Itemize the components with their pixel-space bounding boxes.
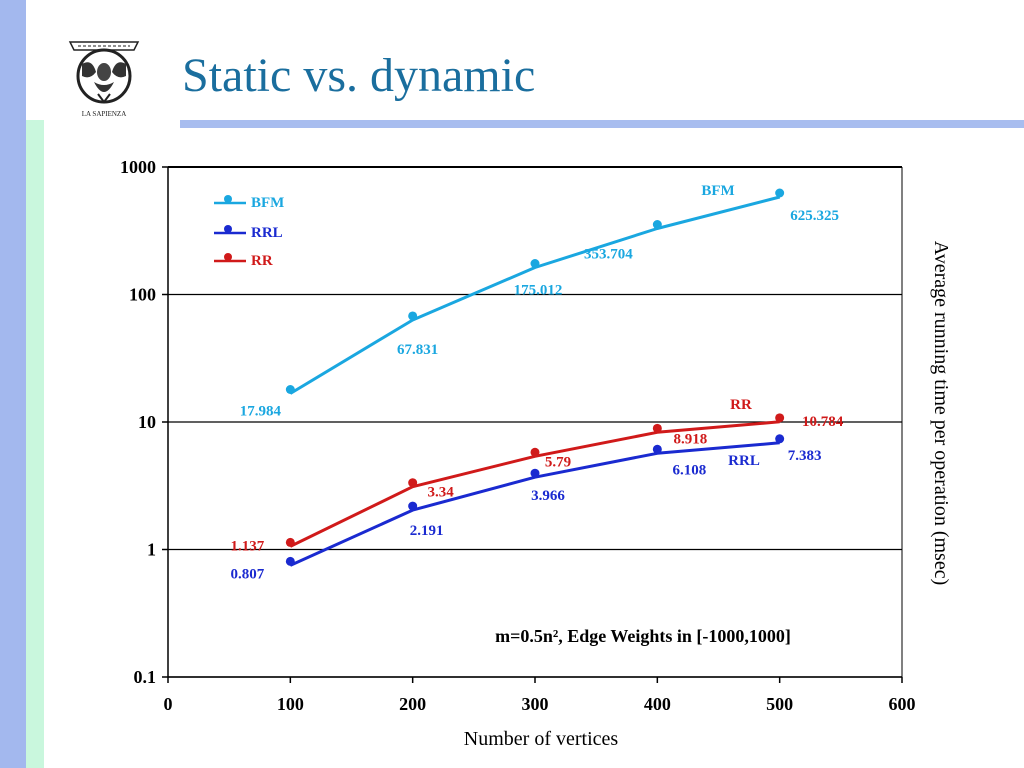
rr-data-point bbox=[408, 478, 418, 488]
title-underline bbox=[180, 120, 1024, 128]
logo-caption: LA SAPIENZA bbox=[82, 110, 127, 118]
legend-bfm-swatch-dot bbox=[224, 195, 232, 203]
slide-title: Static vs. dynamic bbox=[182, 49, 536, 102]
bfm-data-point bbox=[652, 220, 662, 230]
bfm-data-point bbox=[775, 188, 785, 198]
legend-rrl-label: RRL bbox=[251, 225, 283, 241]
rr-data-point bbox=[285, 537, 295, 547]
x-tick-label: 100 bbox=[277, 694, 304, 714]
y-tick-label: 100 bbox=[129, 285, 156, 305]
legend-rrl-swatch-dot bbox=[224, 225, 232, 233]
rr-series-name-label: RR bbox=[730, 397, 752, 413]
x-tick-label: 0 bbox=[164, 694, 173, 714]
bfm-data-point bbox=[530, 259, 540, 269]
rrl-data-point bbox=[285, 556, 295, 566]
rr-data-point bbox=[775, 413, 785, 423]
x-tick-label: 600 bbox=[889, 694, 916, 714]
legend: BFM RRL RR bbox=[214, 195, 284, 269]
y-axis-label: Average running time per operation (msec… bbox=[930, 241, 952, 586]
legend-rr-swatch-dot bbox=[224, 253, 232, 261]
legend-rr-label: RR bbox=[251, 253, 273, 269]
legend-bfm-label: BFM bbox=[251, 195, 284, 211]
axis-layer: 0.1 1 10 100 1000 0 100 200 300 400 500 600 bbox=[120, 157, 916, 714]
rrl-series-name-label: RRL bbox=[728, 453, 760, 469]
rr-data-label: 8.918 bbox=[673, 431, 707, 447]
x-tick-label: 500 bbox=[766, 694, 793, 714]
rr-data-label: 10.784 bbox=[802, 414, 844, 430]
x-axis-label: Number of vertices bbox=[464, 728, 619, 750]
x-tick-label: 300 bbox=[522, 694, 549, 714]
bfm-data-label: 625.325 bbox=[790, 208, 839, 224]
bfm-data-point bbox=[285, 385, 295, 395]
left-accent-bar bbox=[0, 0, 26, 768]
rr-data-label: 3.34 bbox=[428, 485, 455, 501]
rrl-data-point bbox=[408, 501, 418, 511]
rr-data-point bbox=[530, 447, 540, 457]
rrl-data-label: 0.807 bbox=[230, 566, 264, 582]
university-seal-logo: LA SAPIENZA bbox=[64, 36, 144, 120]
x-tick-label: 400 bbox=[644, 694, 671, 714]
label-layer: 17.984 67.831 175.012 353.704 625.325 BFM 0.80… bbox=[230, 183, 843, 582]
bfm-data-label: 353.704 bbox=[584, 247, 633, 263]
y-tick-label: 0.1 bbox=[134, 667, 157, 687]
grid-layer bbox=[168, 166, 902, 678]
rrl-data-label: 7.383 bbox=[788, 448, 822, 464]
rrl-data-point bbox=[652, 444, 662, 454]
rr-data-point bbox=[652, 423, 662, 433]
bfm-series-name-label: BFM bbox=[701, 183, 734, 199]
rr-data-label: 5.79 bbox=[545, 454, 571, 470]
rrl-data-label: 2.191 bbox=[410, 523, 444, 539]
x-tick-label: 200 bbox=[399, 694, 426, 714]
y-tick-label: 1 bbox=[147, 540, 156, 560]
bfm-data-label: 17.984 bbox=[240, 404, 282, 420]
rrl-data-point bbox=[775, 434, 785, 444]
rr-data-label: 1.137 bbox=[230, 538, 264, 554]
bfm-data-point bbox=[408, 311, 418, 321]
left-accent-bar-green bbox=[26, 120, 44, 768]
rrl-data-label: 6.108 bbox=[672, 462, 706, 478]
bfm-data-label: 175.012 bbox=[514, 283, 563, 299]
y-tick-label: 10 bbox=[138, 412, 156, 432]
series-layer bbox=[285, 188, 785, 567]
rrl-data-label: 3.966 bbox=[531, 488, 565, 504]
bfm-data-label: 67.831 bbox=[397, 342, 438, 358]
y-tick-label: 1000 bbox=[120, 157, 156, 177]
chart-annotation: m=0.5n², Edge Weights in [-1000,1000] bbox=[495, 626, 791, 646]
rrl-data-point bbox=[530, 468, 540, 478]
